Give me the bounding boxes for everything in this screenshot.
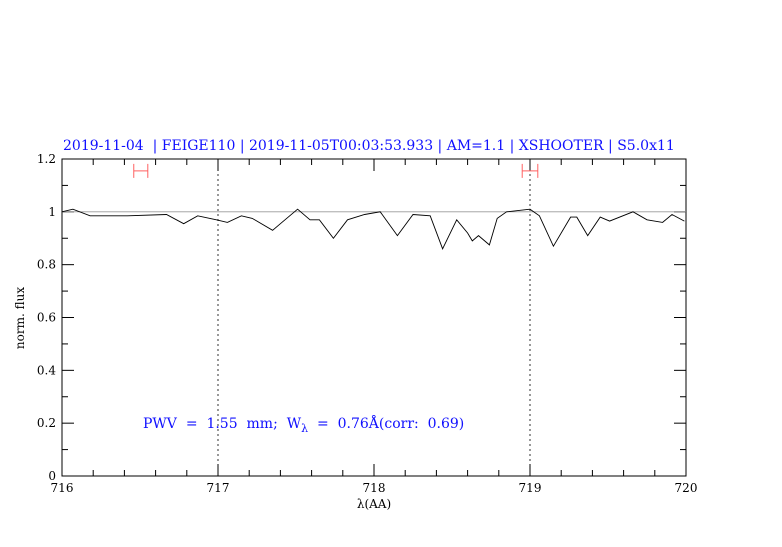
y-tick-labels: 0 0.2 0.4 0.6 0.8 1 1.2: [37, 152, 56, 483]
x-tick-labels: 716 717 718 719 720: [51, 481, 698, 495]
annotation-subscript: λ: [301, 422, 308, 435]
y-tick-label: 0.8: [37, 258, 56, 272]
x-tick-label: 716: [51, 481, 74, 495]
x-axis-label: λ(AA): [357, 497, 391, 511]
x-tick-label: 717: [207, 481, 230, 495]
pwv-annotation: PWV = 1.55 mm; Wλ = 0.76Å(corr: 0.69): [143, 414, 464, 435]
y-tick-label: 1: [48, 205, 56, 219]
y-axis-label: norm. flux: [13, 287, 27, 349]
x-tick-label: 720: [675, 481, 698, 495]
annotation-prefix: PWV = 1.55 mm; W: [143, 416, 302, 432]
y-tick-label: 0: [48, 469, 56, 483]
interval-marker: [521, 163, 539, 178]
interval-marker: [133, 163, 149, 178]
flux-line: [61, 208, 685, 250]
chart-marks: [61, 159, 686, 476]
annotation-suffix: = 0.76Å(corr: 0.69): [308, 414, 464, 432]
chart-title: 2019-11-04 | FEIGE110 | 2019-11-05T00:03…: [63, 138, 675, 154]
x-tick-label: 719: [519, 481, 542, 495]
y-tick-label: 0.6: [37, 311, 56, 325]
x-tick-label: 718: [363, 481, 386, 495]
y-tick-label: 1.2: [37, 152, 56, 166]
y-tick-label: 0.2: [37, 416, 56, 430]
y-tick-label: 0.4: [37, 363, 56, 377]
